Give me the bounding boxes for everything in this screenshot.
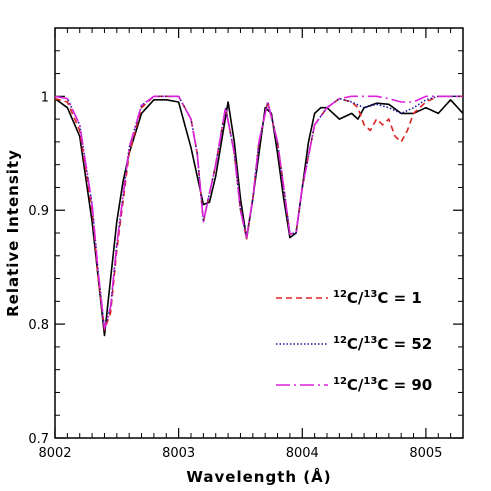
y-tick-label: 0.7: [28, 432, 49, 447]
legend-text-part: C/: [347, 289, 364, 307]
x-tick-label: 8003: [162, 446, 195, 461]
legend-isotope: 13: [363, 335, 377, 346]
y-tick-label: 1: [41, 90, 49, 105]
legend-text-part: C: [377, 289, 388, 307]
legend-isotope: 12: [333, 335, 347, 346]
y-axis-label: Relative Intensity: [4, 149, 22, 317]
legend-text-part: C: [377, 335, 388, 353]
legend-isotope: 13: [363, 376, 377, 387]
legend-isotope: 12: [333, 376, 347, 387]
legend-text-part: C/: [347, 376, 364, 394]
legend-text-part: = 1: [388, 289, 421, 307]
y-tick-label: 0.9: [28, 204, 49, 219]
y-tick-label: 0.8: [28, 318, 49, 333]
legend-label: 12C/13C = 1: [333, 289, 422, 307]
legend-label: 12C/13C = 90: [333, 376, 432, 394]
x-tick-label: 8004: [286, 446, 319, 461]
x-tick-label: 8005: [409, 446, 442, 461]
spectrum-ratio-90: [55, 95, 463, 330]
series-lines: [55, 95, 463, 337]
legend-text-part: C: [377, 376, 388, 394]
legend-text-part: C/: [347, 335, 364, 353]
axis-ticks: [54, 27, 464, 439]
x-tick-label: 8002: [38, 446, 71, 461]
axis-tick-labels: 8002 8003 8004 8005 0.7 0.8 0.9 1: [28, 90, 442, 461]
legend-text-part: = 52: [388, 335, 432, 353]
legend-isotope: 13: [363, 289, 377, 300]
legend-label: 12C/13C = 52: [333, 335, 432, 353]
legend-text-part: = 90: [388, 376, 432, 394]
legend-isotope: 12: [333, 289, 347, 300]
x-axis-label: Wavelength (Å): [186, 467, 331, 486]
